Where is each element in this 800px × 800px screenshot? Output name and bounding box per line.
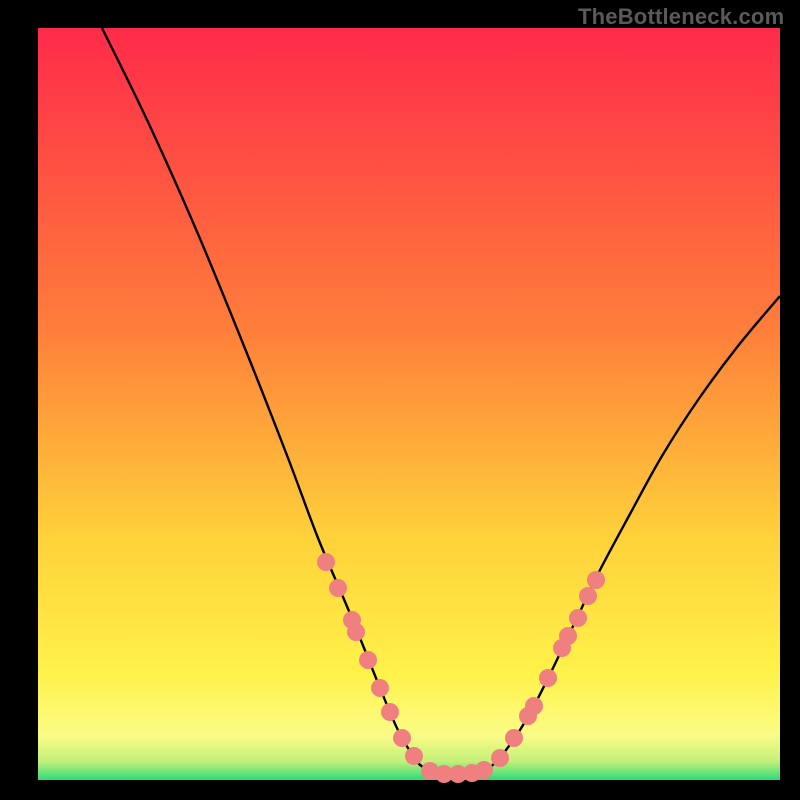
chart-container: TheBottleneck.com [0,0,800,800]
right-cluster-marker [559,627,577,645]
valley-cluster-marker [475,761,493,779]
left-cluster-marker [371,679,389,697]
right-cluster-marker [505,729,523,747]
right-cluster-marker [491,749,509,767]
watermark-text: TheBottleneck.com [578,4,784,30]
left-cluster-marker [381,703,399,721]
right-cluster-marker [587,571,605,589]
right-cluster-marker [579,587,597,605]
v-curve-path [102,28,780,774]
left-cluster-marker [393,729,411,747]
right-cluster-marker [569,609,587,627]
v-curve-svg [38,28,780,780]
left-cluster-marker [347,623,365,641]
right-cluster-marker [539,669,557,687]
left-cluster-marker [329,579,347,597]
left-cluster-marker [317,553,335,571]
gradient-plot-area [38,28,780,780]
left-cluster-marker [359,651,377,669]
right-cluster-marker [525,697,543,715]
left-cluster-marker [405,747,423,765]
